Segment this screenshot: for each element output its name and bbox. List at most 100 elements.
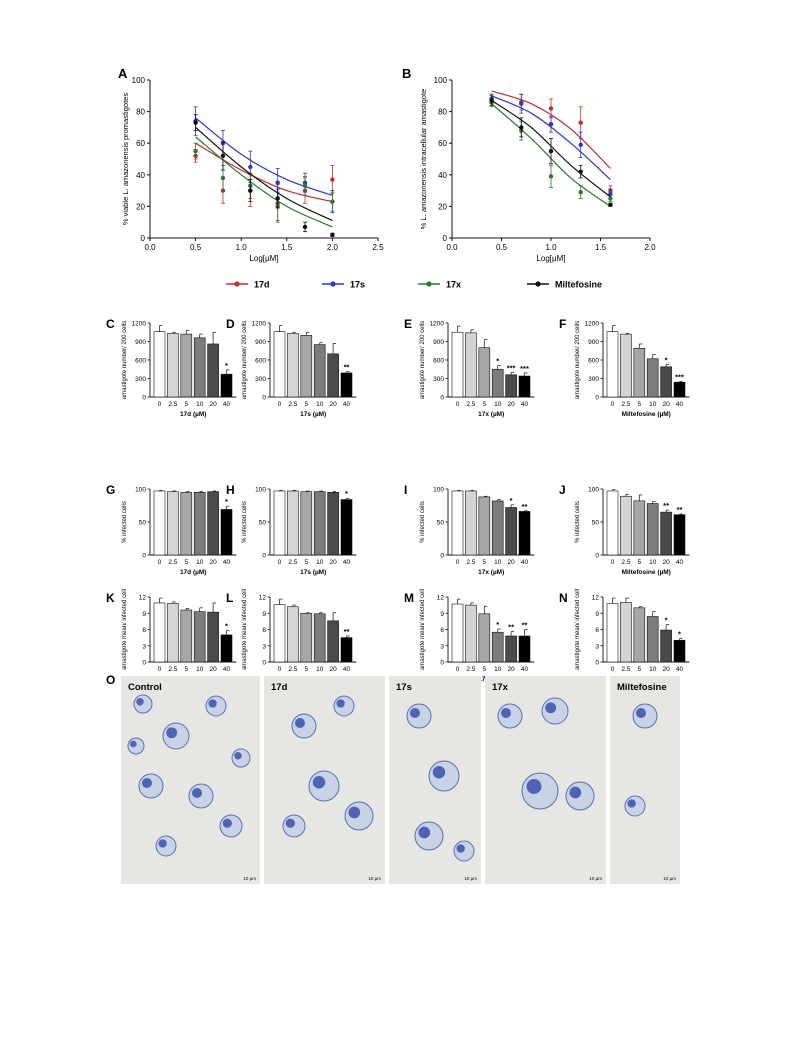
x-axis-label: 17x (µM): [478, 569, 504, 576]
panel-letter: B: [402, 66, 411, 81]
x-tick-label: 0: [456, 666, 460, 673]
micrograph-control: Control 10 µm: [121, 676, 260, 884]
panel-letter: H: [226, 483, 235, 497]
x-tick-label: 0.5: [190, 243, 202, 252]
x-axis-label: Log[µM]: [249, 254, 278, 263]
fit-curve: [195, 117, 333, 196]
fit-curve: [195, 142, 333, 203]
bar: [633, 500, 646, 556]
data-point: [330, 199, 335, 204]
y-tick-label: 6: [595, 627, 599, 634]
significance-mark: **: [508, 623, 514, 632]
legend-label: Miltefosine: [555, 280, 602, 290]
amastigote-cluster: [295, 718, 305, 728]
data-point: [248, 164, 253, 170]
y-tick-label: 12: [437, 595, 445, 602]
y-tick-label: 0: [262, 660, 266, 667]
x-tick-label: 20: [209, 559, 217, 566]
x-tick-label: 40: [521, 401, 529, 408]
bar: [207, 343, 219, 398]
panel-n: N 0 3 6 9 12 amastigote mean/ infected cell 0 2.…: [559, 589, 690, 683]
x-tick-label: 2.5: [168, 559, 177, 566]
amastigote-cluster: [234, 752, 242, 760]
bar: [153, 602, 166, 663]
bar: [273, 331, 286, 398]
bar: [465, 604, 477, 663]
scale-bar-label: 10 µm: [464, 876, 477, 881]
y-tick-label: 40: [438, 171, 447, 180]
x-tick-label: 5: [184, 666, 188, 673]
data-point: [548, 148, 554, 154]
amastigote-cluster: [348, 806, 361, 819]
y-tick-label: 3: [142, 643, 146, 650]
bar: [327, 353, 339, 398]
significance-mark: **: [663, 501, 669, 510]
bar: [327, 491, 339, 556]
legend-item-17s: 17s: [322, 280, 365, 290]
panel-h: H 0 50 100 % infected cells 0 2.5 5 10 20 * 40 17s (…: [226, 483, 357, 576]
panel-letter: N: [559, 591, 568, 605]
fit-curve: [195, 126, 333, 222]
bar: [313, 491, 326, 556]
y-tick-label: 0: [595, 553, 599, 560]
legend-item-miltefosine: Miltefosine: [527, 280, 602, 290]
data-point: [220, 153, 226, 159]
x-tick-label: 1.0: [236, 243, 248, 252]
x-tick-label: 10: [494, 559, 502, 566]
bar: [660, 629, 672, 663]
x-tick-label: 20: [662, 401, 670, 408]
x-tick-label: 40: [223, 559, 231, 566]
x-tick-label: 2.5: [466, 401, 475, 408]
x-axis-label: Miltefosine (µM): [622, 411, 671, 418]
legend-marker: [426, 281, 432, 287]
x-tick-label: 20: [329, 559, 337, 566]
x-tick-label: 40: [343, 559, 351, 566]
x-tick-label: 5: [184, 401, 188, 408]
data-point: [193, 120, 198, 125]
significance-mark: *: [510, 496, 513, 505]
y-tick-label: 6: [440, 627, 444, 634]
x-tick-label: 2.5: [168, 666, 177, 673]
fit-curve: [195, 136, 333, 228]
significance-mark: ***: [507, 363, 516, 372]
amastigote-cluster: [418, 826, 431, 839]
y-tick-label: 0: [142, 395, 146, 402]
x-tick-label: 5: [637, 666, 641, 673]
bar: [606, 603, 619, 663]
significance-mark: *: [678, 630, 681, 639]
y-tick-label: 900: [135, 339, 146, 346]
bar: [207, 491, 219, 556]
y-tick-label: 100: [434, 76, 448, 85]
data-point: [519, 125, 524, 130]
significance-mark: *: [225, 361, 228, 370]
amastigote-cluster: [208, 699, 217, 708]
x-tick-label: 0: [158, 666, 162, 673]
x-tick-label: 10: [494, 401, 502, 408]
x-axis-label: 17d (µM): [180, 411, 207, 418]
bar: [287, 490, 299, 556]
bar: [167, 491, 179, 556]
panel-letter: A: [118, 66, 128, 81]
x-tick-label: 10: [196, 401, 204, 408]
y-tick-label: 600: [255, 358, 266, 365]
y-tick-label: 1200: [585, 321, 600, 328]
panel-c: C 0 300 600 900 1200 amastigote number/ 200 ce…: [106, 317, 237, 418]
bar: [660, 366, 672, 398]
y-tick-label: 0: [440, 395, 444, 402]
y-tick-label: 0: [142, 660, 146, 667]
data-point: [489, 98, 494, 103]
amastigote-cluster: [410, 708, 420, 718]
x-tick-label: 2.5: [621, 559, 630, 566]
amastigote-cluster: [627, 799, 636, 808]
x-tick-label: 2.5: [288, 401, 297, 408]
bar: [451, 603, 464, 663]
y-tick-label: 0: [440, 660, 444, 667]
x-tick-label: 20: [507, 666, 515, 673]
x-tick-label: 0: [278, 666, 282, 673]
x-tick-label: 5: [637, 559, 641, 566]
panel-e: E 0 300 600 900 1200 amastigote number/ 200 ce…: [404, 317, 535, 418]
y-tick-label: 100: [135, 487, 146, 494]
micrograph-label: 17d: [271, 682, 288, 693]
bar: [505, 374, 517, 398]
